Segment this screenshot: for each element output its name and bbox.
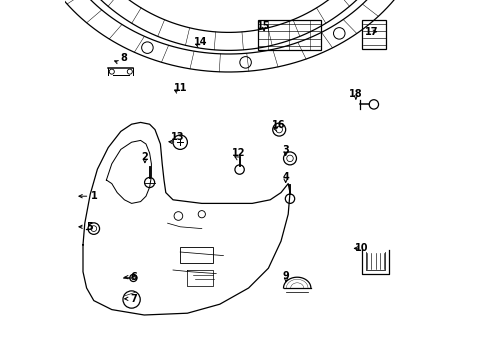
Text: 14: 14	[195, 37, 208, 47]
Text: 15: 15	[257, 21, 271, 31]
Bar	[362, 20, 387, 49]
Text: 10: 10	[355, 243, 368, 253]
Text: 11: 11	[174, 83, 187, 93]
Text: 5: 5	[86, 222, 93, 232]
Text: 2: 2	[142, 152, 148, 162]
Text: 12: 12	[232, 148, 245, 158]
Text: 17: 17	[365, 27, 378, 37]
Text: 3: 3	[282, 145, 289, 155]
Text: 8: 8	[121, 53, 127, 63]
Text: 18: 18	[349, 89, 363, 99]
Bar	[180, 247, 213, 263]
Text: 1: 1	[91, 191, 98, 201]
Text: 16: 16	[272, 120, 285, 130]
Text: 6: 6	[130, 272, 137, 282]
Text: 13: 13	[171, 132, 185, 142]
Bar	[258, 20, 320, 50]
Text: 9: 9	[283, 271, 290, 282]
Text: 4: 4	[282, 172, 289, 182]
Text: 7: 7	[130, 294, 137, 304]
